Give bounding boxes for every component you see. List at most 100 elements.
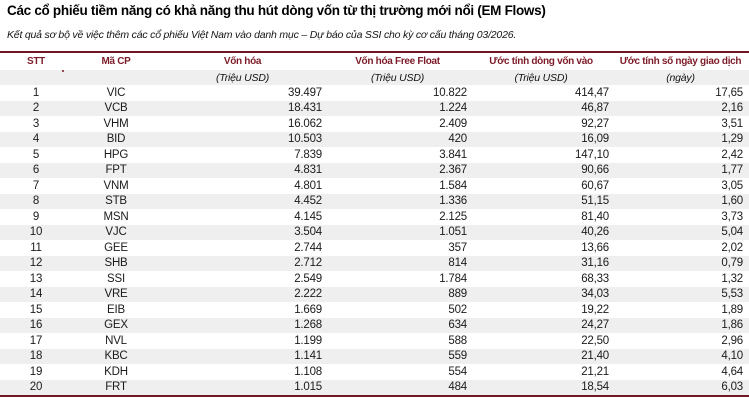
- cell-inflow: 92,27: [581, 117, 609, 130]
- cell-stt: 10: [29, 226, 43, 239]
- table-row: 15 EIB 1.669 502 19,22 1,89: [0, 302, 749, 318]
- cell-ffmcap: 1.051: [439, 226, 467, 239]
- cell-stt: 19: [29, 365, 43, 378]
- cell-stt: 20: [29, 381, 43, 394]
- cell-stt: 6: [32, 164, 40, 177]
- cell-ffmcap: 1.224: [439, 102, 467, 115]
- cell-days: 2,16: [721, 102, 743, 115]
- cell-inflow: 60,67: [581, 179, 609, 192]
- cell-inflow: 34,03: [581, 288, 609, 301]
- page-title: Các cổ phiếu tiềm năng có khả năng thu h…: [7, 3, 546, 18]
- cell-ffmcap: 484: [448, 381, 467, 394]
- cell-ticker: STB: [105, 195, 127, 208]
- table-row: 20 FRT 1.015 484 18,54 6,03: [0, 379, 749, 395]
- cell-mcap: 2.712: [294, 257, 322, 270]
- table-row: 11 GEE 2.744 357 13,66 2,02: [0, 240, 749, 256]
- cell-mcap: 16.062: [288, 117, 322, 130]
- em-flows-table: STT Mã CP Vốn hóa Vốn hóa Free Float Ước…: [0, 51, 749, 397]
- cell-inflow: 19,22: [581, 303, 609, 316]
- table-header-row: STT Mã CP Vốn hóa Vốn hóa Free Float Ước…: [0, 53, 749, 70]
- cell-stt: 9: [32, 210, 40, 223]
- cell-inflow: 18,54: [581, 381, 609, 394]
- cell-ffmcap: 2.367: [439, 164, 467, 177]
- cell-ticker: SHB: [104, 257, 128, 270]
- cell-ticker: FRT: [105, 381, 127, 394]
- col-header-days: Ước tính số ngày giao dịch: [619, 56, 742, 67]
- col-subheader-mcap: (Triệu USD): [215, 71, 270, 84]
- cell-mcap: 10.503: [288, 133, 322, 146]
- table-row: 6 FPT 4.831 2.367 90,66 1,77: [0, 162, 749, 178]
- cell-days: 17,65: [715, 86, 743, 99]
- cell-ticker: KDH: [104, 365, 128, 378]
- cell-stt: 15: [29, 303, 43, 316]
- cell-stt: 4: [32, 133, 40, 146]
- cell-inflow: 90,66: [581, 164, 609, 177]
- cell-mcap: 4.831: [294, 164, 322, 177]
- cell-days: 1,77: [721, 164, 743, 177]
- table-row: 19 KDH 1.108 554 21,21 4,64: [0, 364, 749, 380]
- cell-stt: 3: [32, 117, 40, 130]
- cell-days: 3,05: [721, 179, 743, 192]
- col-header-stt: STT: [27, 56, 45, 67]
- cell-stt: 2: [32, 102, 40, 115]
- cell-inflow: 51,15: [581, 195, 609, 208]
- cell-ticker: VCB: [104, 102, 128, 115]
- cell-ffmcap: 588: [448, 334, 467, 347]
- cell-stt: 11: [30, 241, 42, 254]
- cell-ffmcap: 814: [448, 257, 467, 270]
- cell-mcap: 1.141: [294, 350, 322, 363]
- cell-ffmcap: 2.409: [439, 117, 467, 130]
- cell-stt: 12: [29, 257, 43, 270]
- cell-days: 3,73: [721, 210, 743, 223]
- cell-days: 2,02: [721, 241, 743, 254]
- table-row: 5 HPG 7.839 3.841 147,10 2,42: [0, 147, 749, 163]
- cell-days: 6,03: [721, 381, 743, 394]
- cell-days: 5,04: [721, 226, 743, 239]
- cell-days: 2,96: [721, 334, 743, 347]
- cell-mcap: 4.801: [294, 179, 322, 192]
- cell-days: 4,10: [721, 350, 743, 363]
- cell-days: 5,53: [721, 288, 743, 301]
- cell-inflow: 22,50: [581, 334, 609, 347]
- cell-days: 1,86: [721, 319, 743, 332]
- cell-ticker: GEE: [104, 241, 128, 254]
- cell-ffmcap: 3.841: [439, 148, 467, 161]
- table-row: 10 VJC 3.504 1.051 40,26 5,04: [0, 224, 749, 240]
- cell-days: 3,51: [721, 117, 743, 130]
- cell-mcap: 1.108: [294, 365, 322, 378]
- table-row: 18 KBC 1.141 559 21,40 4,10: [0, 348, 749, 364]
- cell-ffmcap: 1.784: [439, 272, 467, 285]
- cell-mcap: 1.268: [294, 319, 322, 332]
- table-row: 12 SHB 2.712 814 31,16 0,79: [0, 255, 749, 271]
- cell-stt: 7: [32, 179, 40, 192]
- cell-ticker: NVL: [105, 334, 127, 347]
- cell-days: 2,42: [721, 148, 743, 161]
- col-subheader-days: (ngày): [666, 71, 695, 84]
- table-row: 9 MSN 4.145 2.125 81,40 3,73: [0, 209, 749, 225]
- cell-ticker: VRE: [104, 288, 128, 301]
- cell-inflow: 46,87: [581, 102, 609, 115]
- table-subheader-row: (Triệu USD) (Triệu USD) (Triệu USD) (ngà…: [0, 70, 749, 85]
- cell-inflow: 13,66: [581, 241, 609, 254]
- cell-mcap: 18.431: [288, 102, 322, 115]
- cell-stt: 13: [29, 272, 43, 285]
- cell-mcap: 3.504: [294, 226, 322, 239]
- col-subheader-inflow: (Triệu USD): [514, 71, 568, 84]
- table-row: 3 VHM 16.062 2.409 92,27 3,51: [0, 116, 749, 132]
- cell-ffmcap: 1.336: [439, 195, 467, 208]
- cell-ticker: HPG: [103, 148, 129, 161]
- cell-mcap: 1.199: [294, 334, 322, 347]
- cell-ticker: VJC: [105, 226, 127, 239]
- cell-ffmcap: 502: [448, 303, 467, 316]
- cell-mcap: 2.549: [294, 272, 322, 285]
- table-row: 1 VIC 39.497 10.822 414,47 17,65: [0, 85, 749, 101]
- cell-ffmcap: 10.822: [433, 86, 467, 99]
- cell-stt: 17: [29, 334, 43, 347]
- col-header-mcap: Vốn hóa: [223, 56, 262, 67]
- cell-ffmcap: 634: [448, 319, 467, 332]
- table-row: 14 VRE 2.222 889 34,03 5,53: [0, 286, 749, 302]
- cell-mcap: 2.744: [294, 241, 322, 254]
- cell-days: 1,89: [721, 303, 743, 316]
- cell-ticker: VNM: [103, 179, 129, 192]
